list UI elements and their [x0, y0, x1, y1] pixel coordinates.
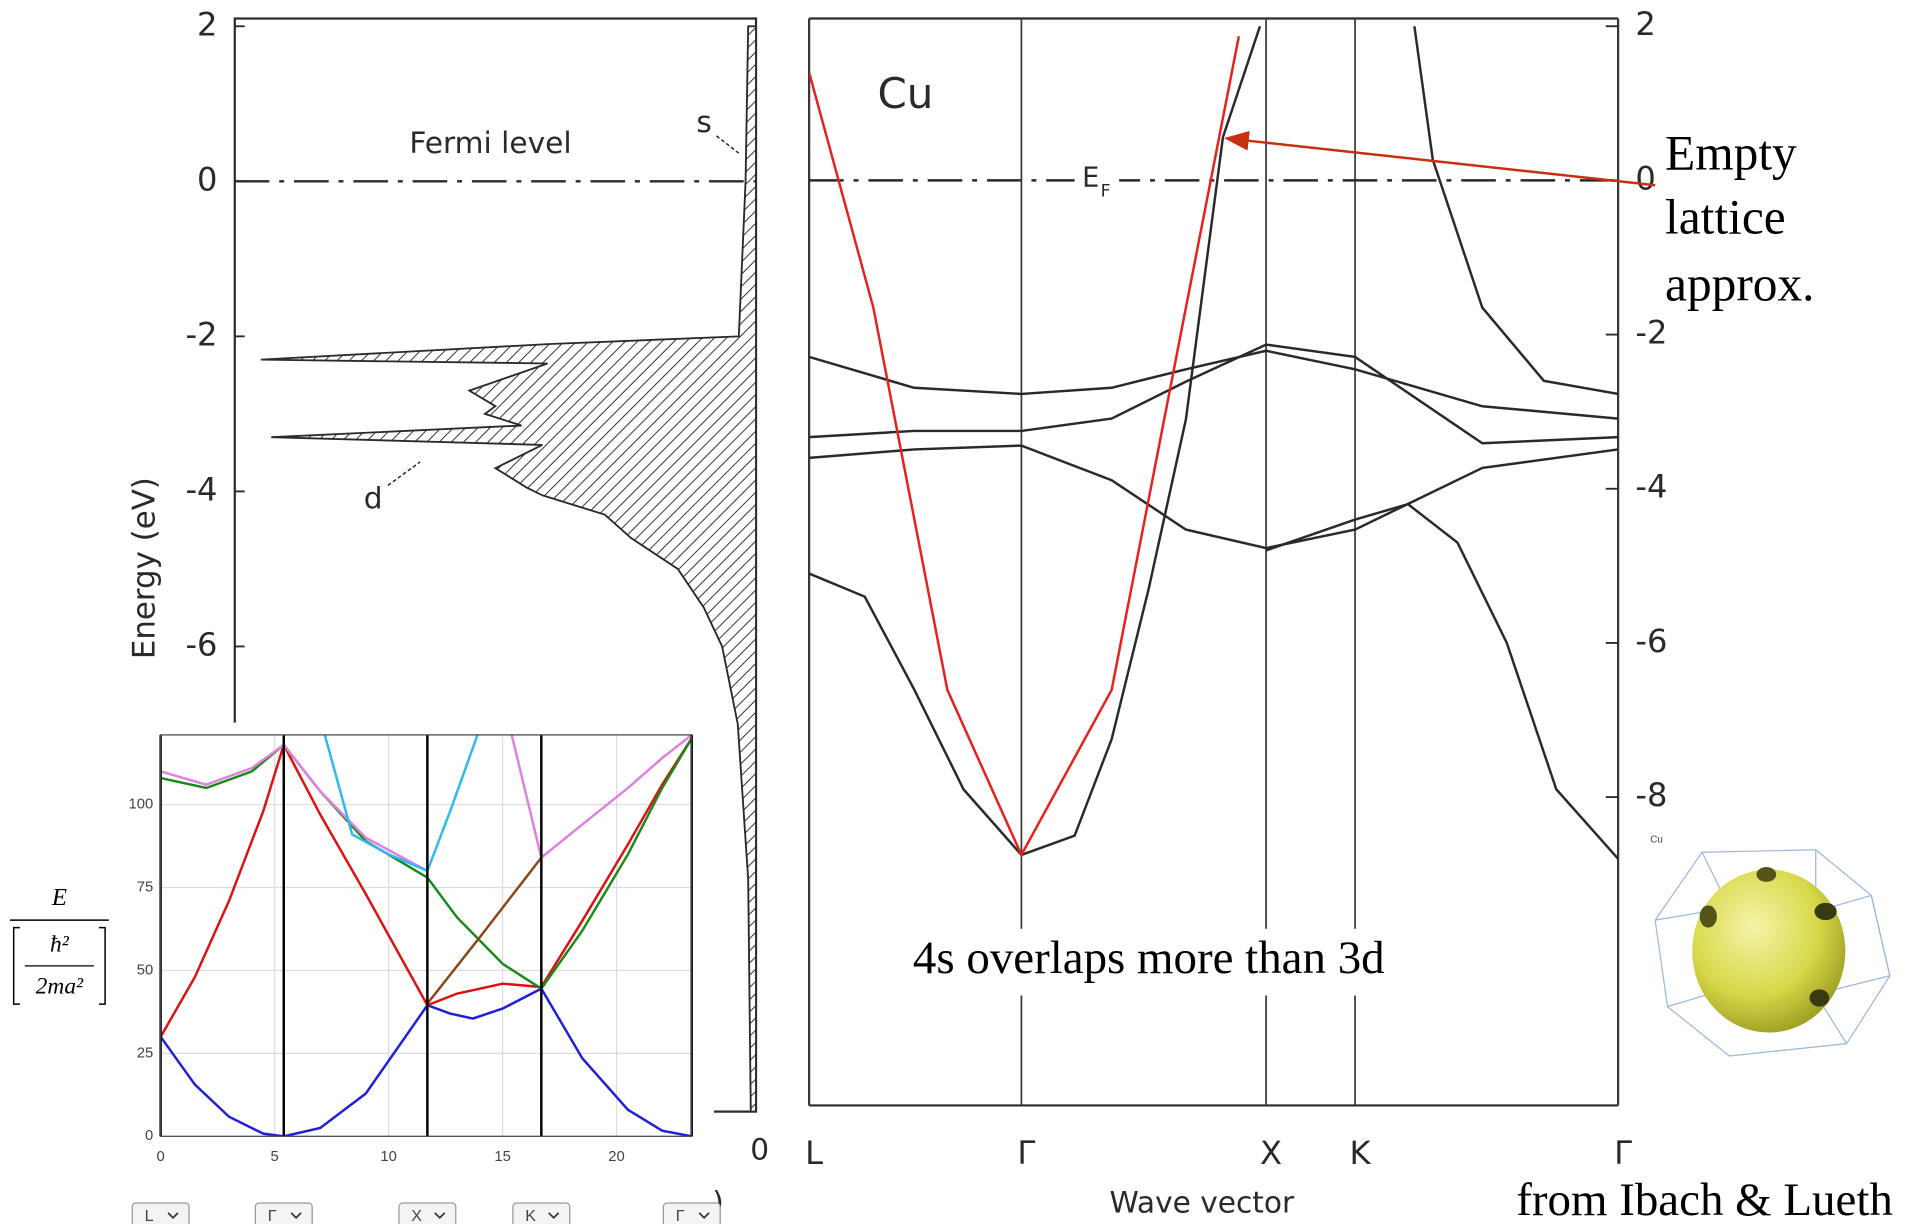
dropdown-chevron[interactable] — [548, 1212, 560, 1220]
bracket — [12, 926, 106, 1005]
x-tick-label: 0 — [750, 1132, 769, 1167]
y-tick-label: -6 — [1635, 622, 1667, 660]
x-tick-label: K — [1349, 1134, 1371, 1172]
plot-area — [809, 25, 1619, 860]
y-tick-label: 0 — [145, 1128, 153, 1144]
dropdown-box[interactable] — [662, 1202, 721, 1224]
band-line — [323, 734, 479, 873]
label-background — [1074, 163, 1120, 201]
y-tick-label: -2 — [1635, 314, 1667, 352]
x-tick-label: 20 — [608, 1149, 624, 1165]
plot-area — [260, 25, 757, 1112]
chart-title: Cu — [877, 69, 933, 118]
band-label: d — [364, 481, 383, 516]
y-label-denominator-bottom: 2ma² — [36, 973, 84, 999]
y-tick-label: 25 — [137, 1045, 153, 1061]
annotation: 4s overlaps more than 3d — [913, 932, 1385, 984]
y-tick-label: -8 — [1635, 776, 1667, 814]
y-axis-label: Energy (eV) — [126, 477, 162, 659]
x-tick-label: L — [805, 1134, 823, 1172]
y-tick-label: 100 — [129, 796, 154, 812]
dropdown-box[interactable] — [512, 1202, 571, 1224]
pointer — [387, 461, 421, 486]
y-tick-label: 75 — [137, 879, 153, 895]
annotation: Empty — [1665, 125, 1797, 180]
dropdown-chevron[interactable] — [167, 1212, 179, 1220]
band-line — [809, 36, 1241, 858]
y-tick-label: 2 — [1635, 5, 1655, 43]
x-tick-label: Γ — [1614, 1134, 1632, 1172]
dropdown-chevron[interactable] — [698, 1212, 710, 1220]
x-tick-label: X — [1260, 1134, 1282, 1172]
dropdown[interactable]: Γ — [662, 1202, 721, 1224]
fermi-label-sub: F — [1101, 182, 1111, 202]
annotations: Empty lattice approx. 4s overlaps more t… — [868, 125, 1893, 1224]
y-tick-label: -4 — [1635, 468, 1667, 506]
y-tick-label: 50 — [137, 962, 153, 978]
band-line — [160, 737, 692, 991]
band-line — [809, 349, 1619, 420]
dropdown-chevron[interactable] — [290, 1212, 302, 1220]
source-note: from Ibach & Lueth — [1516, 1174, 1893, 1224]
y-label-numerator: E — [51, 884, 67, 911]
dropdown-label[interactable]: Γ — [268, 1207, 277, 1224]
band-line — [1265, 502, 1619, 860]
dropdown-label[interactable]: Γ — [676, 1207, 685, 1224]
y-tick-label: -4 — [185, 470, 217, 508]
dropdown[interactable]: X — [398, 1202, 457, 1224]
band-line — [160, 987, 692, 1137]
band-line — [1413, 26, 1619, 396]
dropdown[interactable]: Γ — [254, 1202, 313, 1224]
x-tick-label: 10 — [380, 1149, 396, 1165]
pointer — [716, 135, 740, 154]
y-label-denominator-top: ħ² — [50, 931, 70, 957]
fermi-surface-label: Cu — [1650, 834, 1663, 845]
dropdown[interactable]: K — [512, 1202, 571, 1224]
x-tick-label: 0 — [157, 1149, 165, 1165]
x-tick-label: Γ — [1017, 1134, 1035, 1172]
dropdown[interactable]: L — [131, 1202, 190, 1224]
y-tick-label: -6 — [185, 625, 217, 663]
annotation-background — [868, 928, 1431, 996]
dropdown-box[interactable] — [131, 1202, 190, 1224]
x-axis-label: Wave vector — [1110, 1185, 1296, 1220]
dropdown-box[interactable] — [254, 1202, 313, 1224]
x-tick-label: 15 — [494, 1149, 510, 1165]
band-line — [809, 343, 1619, 445]
dropdown-chevron[interactable] — [434, 1212, 446, 1220]
plot-area — [160, 734, 692, 1137]
y-tick-label: -2 — [185, 315, 217, 353]
arrow — [1224, 130, 1656, 187]
dropdown-label[interactable]: K — [525, 1207, 536, 1224]
fermi-label: Fermi level — [409, 125, 571, 160]
y-tick-label: 0 — [197, 160, 217, 198]
band-line — [1020, 25, 1262, 857]
y-tick-label: 2 — [197, 5, 217, 43]
fermi-label: E — [1082, 163, 1099, 194]
annotation: approx. — [1665, 256, 1815, 311]
dos-area — [260, 25, 757, 1112]
band-label: s — [696, 104, 711, 139]
band-line — [426, 856, 543, 1005]
band-line — [809, 572, 1023, 856]
dropdown-box[interactable] — [398, 1202, 457, 1224]
dropdown-label[interactable]: L — [145, 1207, 154, 1224]
frame — [160, 734, 693, 1137]
dropdown-label[interactable]: X — [411, 1207, 422, 1224]
fermi-surface — [1654, 849, 1891, 1057]
annotation: lattice — [1665, 190, 1786, 245]
band-line — [809, 444, 1619, 550]
y-tick-label: 0 — [1635, 159, 1655, 197]
x-tick-label: 5 — [271, 1149, 279, 1165]
